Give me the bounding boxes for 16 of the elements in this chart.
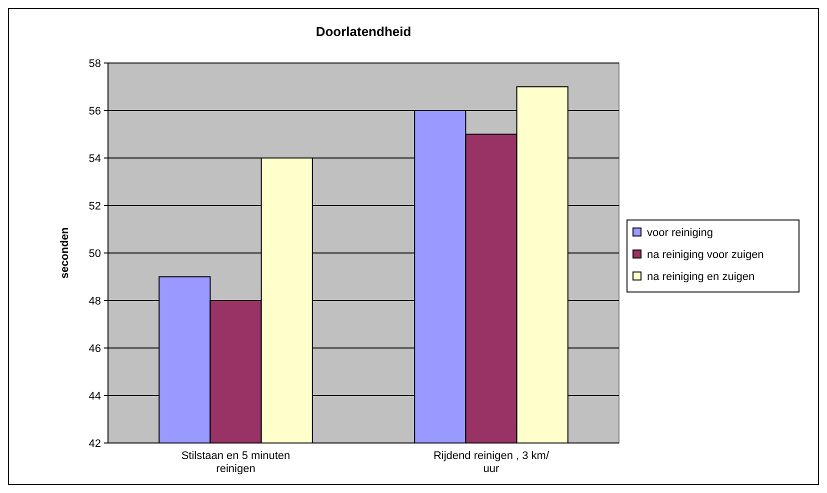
legend-label: na reiniging en zuigen (647, 270, 755, 283)
y-tick-label: 44 (88, 390, 101, 402)
y-axis-title: seconden (59, 227, 71, 279)
y-tick-label: 42 (88, 438, 101, 450)
y-tick-label: 58 (88, 58, 101, 70)
chart-title: Doorlatendheid (316, 24, 412, 39)
y-tick-label: 56 (88, 105, 101, 118)
legend-label: voor reiniging (647, 226, 714, 239)
x-tick-label: Stilstaan en 5 minuten reinigen (181, 450, 290, 475)
y-tick-label: 50 (88, 248, 101, 260)
y-tick-label: 52 (88, 200, 101, 212)
y-tick-label: 46 (88, 342, 101, 355)
y-tick-label: 48 (88, 295, 101, 308)
legend-label: na reiniging voor zuigen (647, 248, 764, 261)
y-tick-label: 54 (88, 152, 101, 165)
x-tick-label: Rijdend reinigen , 3 km/ uur (433, 450, 550, 475)
